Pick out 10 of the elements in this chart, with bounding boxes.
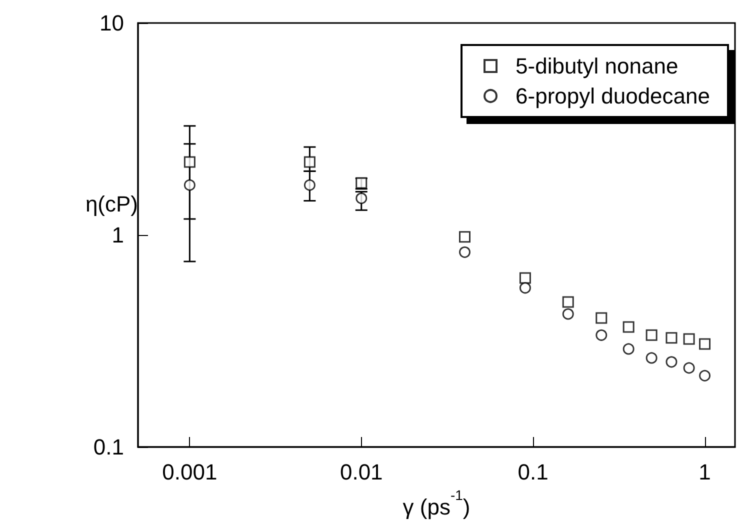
y-axis-title: η(cP) xyxy=(85,192,138,216)
y-tick-label: 0.1 xyxy=(93,434,124,460)
y-tick-label: 10 xyxy=(100,10,124,36)
x-tick-label: 0.001 xyxy=(162,460,218,484)
legend-label: 6-propyl duodecane xyxy=(516,84,710,108)
x-tick-label: 0.1 xyxy=(518,460,548,484)
x-tick-label: 0.01 xyxy=(340,460,383,484)
y-tick-label: 1 xyxy=(112,222,124,248)
legend-label: 5-dibutyl nonane xyxy=(516,54,678,78)
x-tick-label: 1 xyxy=(698,460,711,484)
